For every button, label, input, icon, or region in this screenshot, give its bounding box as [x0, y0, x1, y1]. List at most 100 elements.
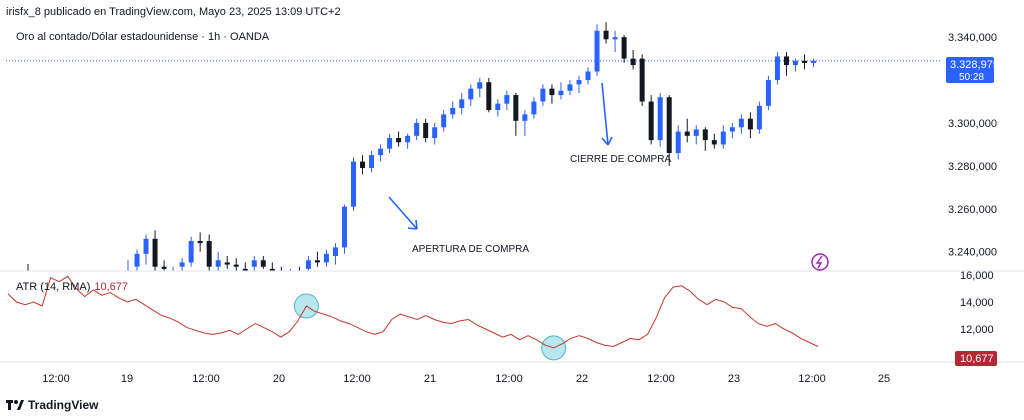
candle — [188, 236, 194, 267]
candle — [396, 131, 402, 147]
candle-body — [251, 260, 257, 267]
atr-pane[interactable]: 16,000 14,000 12,000 — [7, 270, 994, 361]
candle — [648, 95, 654, 145]
candle — [251, 255, 257, 271]
candle — [792, 58, 798, 72]
annotation-open-label: APERTURA DE COMPRA — [412, 244, 529, 255]
candle-body — [711, 140, 717, 145]
candle-body — [369, 155, 375, 169]
candle — [432, 122, 438, 145]
candle — [459, 92, 465, 115]
time-tick-label: 19 — [121, 373, 133, 385]
candle — [224, 255, 230, 269]
time-tick-label: 12:00 — [343, 373, 371, 385]
candle — [171, 266, 176, 275]
candle — [558, 82, 564, 100]
candle — [811, 58, 817, 68]
candle-body — [423, 122, 429, 138]
candle-body — [549, 88, 555, 96]
candle — [783, 52, 789, 76]
candle-body — [171, 273, 176, 275]
candle-body — [260, 260, 266, 267]
candle-body — [143, 238, 149, 254]
candle — [540, 84, 546, 106]
candle-body — [603, 30, 609, 40]
price-tick-label: 3.340,000 — [948, 32, 997, 44]
candle-body — [738, 118, 744, 128]
candle-body — [197, 240, 203, 244]
atr-legend[interactable]: ATR (14, RMA) 10,677 — [16, 281, 128, 293]
candle-body — [522, 114, 528, 121]
candle — [711, 133, 717, 149]
atr-badge[interactable]: 10,677 — [955, 351, 997, 366]
candle-body — [188, 240, 194, 263]
candle — [531, 97, 537, 119]
candle — [747, 112, 753, 138]
time-tick-label: 12:00 — [495, 373, 523, 385]
candle-body — [332, 247, 338, 256]
candle — [279, 266, 284, 275]
candle-body — [576, 80, 582, 85]
candle — [323, 249, 329, 267]
candle-body — [612, 37, 618, 40]
candle — [594, 24, 600, 76]
candle-body — [621, 37, 627, 59]
candle-body — [468, 88, 474, 100]
candle-body — [495, 103, 501, 111]
candles — [27, 22, 817, 277]
candle-body — [279, 273, 284, 275]
candle — [450, 101, 456, 119]
candle-body — [630, 58, 636, 66]
candle — [468, 84, 474, 106]
candle-body — [351, 161, 356, 207]
atr-badge-bg — [955, 351, 997, 366]
time-axis[interactable]: 12:00 19 12:00 20 12:00 21 12:00 22 12:00 23 12:00… — [42, 373, 890, 385]
candle — [585, 67, 591, 85]
candle-body — [783, 56, 789, 66]
candle-body — [702, 129, 708, 141]
candle-body — [305, 260, 311, 269]
price-badge[interactable]: 3.328,975 50:28 — [946, 57, 999, 83]
candle — [269, 262, 275, 271]
candle-body — [756, 105, 762, 130]
price-badge-price: 3.328,975 — [950, 59, 999, 71]
alert-icon[interactable] — [811, 253, 829, 271]
candle-body — [215, 260, 221, 267]
price-tick-label: 3.300,000 — [948, 118, 997, 130]
candle-body — [288, 273, 293, 275]
candle-body — [540, 88, 546, 102]
candle-body — [297, 273, 302, 277]
candle — [738, 114, 744, 134]
candle — [152, 230, 158, 271]
symbol-title[interactable]: Oro al contado/Dólar estadounidense · 1h… — [16, 31, 270, 43]
candle — [486, 77, 492, 113]
candle — [441, 110, 447, 132]
candle-body — [134, 253, 140, 267]
atr-axis[interactable]: 16,000 14,000 12,000 — [960, 270, 994, 336]
time-tick-label: 12:00 — [42, 373, 70, 385]
candle-body — [477, 82, 483, 89]
price-pane[interactable]: 3.340,000 3.300,000 3.280,000 3.260,000 3.24… — [6, 22, 997, 282]
candle-body — [450, 107, 456, 115]
candle — [378, 144, 384, 162]
price-tick-label: 3.260,000 — [948, 204, 997, 216]
candle-body — [206, 240, 212, 267]
candle — [242, 262, 248, 271]
time-tick-label: 25 — [878, 373, 890, 385]
atr-tick-label: 14,000 — [960, 297, 994, 309]
candle-body — [341, 206, 347, 248]
price-axis[interactable]: 3.340,000 3.300,000 3.280,000 3.260,000 3.24… — [948, 32, 997, 259]
time-tick-label: 12:00 — [647, 373, 675, 385]
candle — [720, 125, 726, 149]
tradingview-footer[interactable]: TradingView — [6, 398, 98, 412]
candle-body — [161, 266, 167, 269]
candle — [197, 232, 203, 252]
candle — [675, 125, 681, 160]
candle — [332, 243, 338, 265]
candle — [495, 99, 501, 117]
candle — [233, 258, 239, 271]
candle-body — [585, 71, 591, 81]
candle — [693, 125, 699, 145]
candle — [765, 75, 771, 111]
